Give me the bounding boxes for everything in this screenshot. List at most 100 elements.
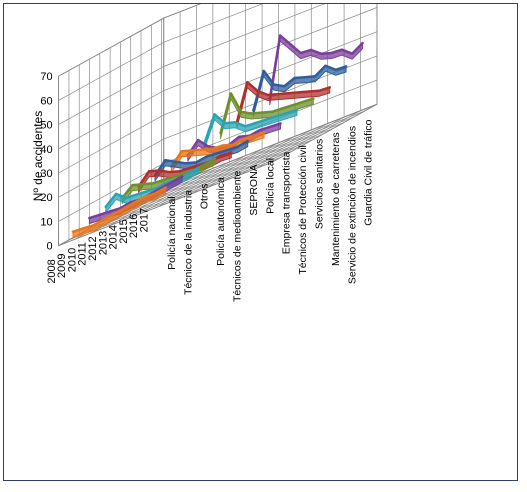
floor-gridline (109, 133, 324, 218)
data-point (221, 144, 225, 147)
year-label: 2009 (56, 254, 68, 278)
year-label: 2015 (118, 219, 130, 243)
data-point (324, 64, 327, 67)
data-point (240, 110, 243, 114)
data-point (269, 125, 272, 128)
data-point (230, 151, 233, 154)
data-point (158, 169, 161, 172)
data-point (180, 175, 184, 178)
data-point (242, 137, 245, 141)
data-point (135, 193, 138, 196)
series-line (186, 122, 282, 157)
data-point (88, 216, 91, 220)
data-point (330, 51, 333, 55)
data-point (320, 52, 323, 55)
data-point (114, 192, 118, 196)
data-point (123, 206, 126, 210)
data-point (291, 104, 294, 107)
data-point (252, 134, 255, 137)
data-point (293, 76, 296, 80)
floor-gridline (99, 139, 314, 224)
y-tick-label: 10 (40, 216, 52, 228)
data-point (318, 89, 321, 92)
data-point (285, 112, 288, 115)
series-label: Técnico de la industria (182, 190, 194, 295)
data-point (287, 92, 290, 95)
data-point (254, 121, 257, 125)
data-point (281, 107, 284, 110)
data-point (197, 166, 200, 169)
data-point (71, 230, 75, 233)
y-tick-label: 30 (40, 168, 52, 180)
data-point (264, 118, 268, 121)
series-label: Técnicos de medioambiente (232, 171, 244, 302)
data-point (289, 43, 292, 46)
data-point (102, 218, 106, 221)
data-point (133, 201, 136, 204)
series-label: Policía autonómica (215, 177, 227, 266)
data-point (215, 152, 218, 155)
floor-gridline (79, 150, 293, 235)
y-tick-label: 20 (40, 192, 52, 204)
data-point (211, 147, 214, 150)
floor-gridline (130, 122, 345, 207)
data-point (131, 183, 134, 187)
data-point (178, 170, 181, 173)
data-point (172, 175, 175, 178)
data-point (340, 48, 344, 51)
data-point (283, 85, 286, 88)
data-point (108, 210, 112, 213)
data-point (225, 149, 229, 152)
data-point (272, 83, 276, 86)
data-point (151, 182, 155, 185)
series-label: Técnicos de Protección civil (297, 145, 309, 275)
year-label: 2016 (128, 214, 140, 238)
data-point (262, 131, 266, 134)
year-label: 2013 (97, 231, 109, 255)
series-label: Servicios sanitarios (314, 139, 326, 229)
year-label: 2014 (108, 225, 120, 249)
data-point (303, 76, 307, 79)
data-point (334, 68, 337, 72)
data-point (351, 52, 354, 55)
data-point (164, 159, 167, 162)
data-point (203, 163, 206, 166)
series-line (202, 108, 299, 146)
data-point (233, 121, 237, 124)
data-point (190, 149, 194, 152)
data-point (196, 138, 200, 142)
data-point (250, 112, 253, 115)
data-point (238, 135, 241, 138)
series-label: SEPRONA (248, 164, 260, 215)
data-point (252, 109, 255, 112)
series-line (170, 131, 266, 168)
data-point (299, 51, 302, 55)
series-label: Otros (199, 184, 211, 210)
data-point (201, 148, 204, 151)
floor-gridline (161, 105, 375, 189)
y-tick-label: 60 (40, 95, 52, 107)
data-point (279, 122, 282, 125)
series-line (252, 64, 348, 112)
data-point (312, 97, 315, 100)
data-point (361, 41, 364, 45)
y-axis-label: Nº de accidentes (31, 111, 45, 201)
y-tick-label: 40 (40, 144, 52, 156)
data-point (307, 90, 311, 93)
data-point (301, 100, 305, 104)
data-point (229, 92, 233, 95)
data-point (277, 92, 280, 96)
data-point (205, 155, 208, 158)
series-line (219, 92, 315, 135)
data-point (82, 227, 85, 230)
data-point (187, 172, 190, 175)
data-point (213, 157, 217, 160)
series-label: Mantenimiento de carreteras (330, 132, 342, 266)
data-point (309, 48, 313, 52)
year-label: 2012 (87, 236, 99, 260)
chart-frame: 0 10 20 30 40 50 60 70 Nº de accidentes 2008 2009 2… (3, 3, 518, 481)
data-point (246, 140, 249, 143)
data-point (275, 115, 278, 118)
data-point (162, 178, 165, 182)
